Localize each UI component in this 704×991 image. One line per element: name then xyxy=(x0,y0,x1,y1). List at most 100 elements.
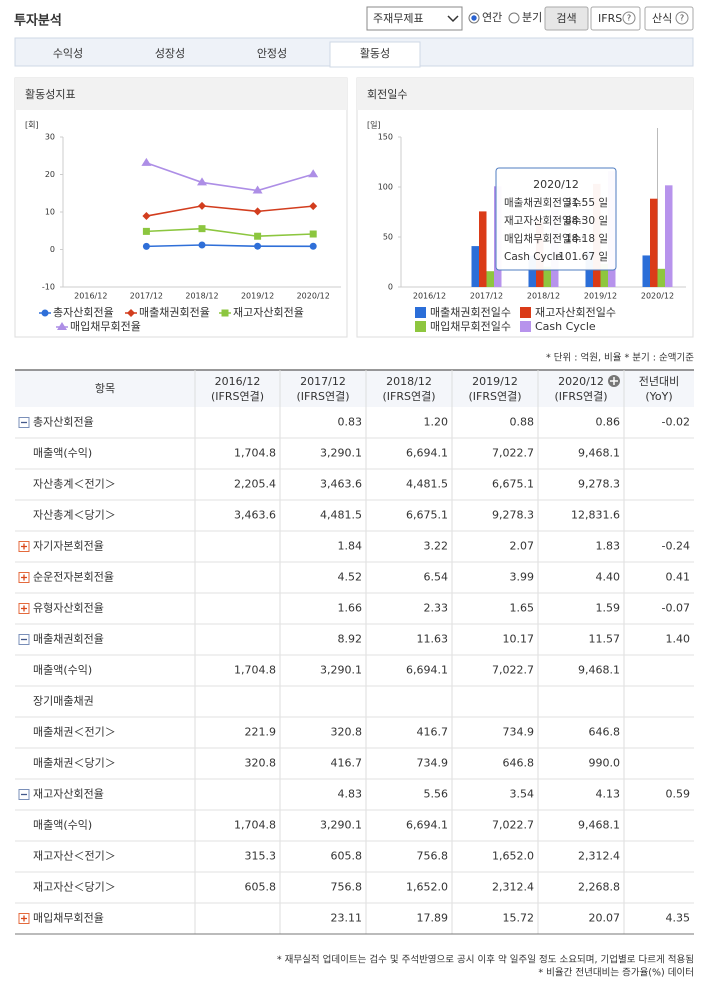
cell: 9,468.1 xyxy=(578,447,620,460)
select-arrow xyxy=(447,15,459,23)
legend-label: 매출채권회전율 xyxy=(139,306,210,319)
tooltip-label: 재고자산회전일수: xyxy=(504,214,585,227)
column-header: 항목 xyxy=(95,382,115,395)
cell: -0.07 xyxy=(662,602,690,615)
radio[interactable] xyxy=(508,12,520,24)
active-tab[interactable] xyxy=(329,41,421,68)
select-value: 주재무제표 xyxy=(373,12,424,25)
tab[interactable]: 성장성 xyxy=(155,47,185,60)
row-label: 자산총계＜전기＞ xyxy=(33,478,116,491)
cell: 2.07 xyxy=(510,540,535,553)
help-mark: ? xyxy=(627,14,631,23)
button[interactable] xyxy=(544,6,589,31)
x-tick-label: 2017/12 xyxy=(470,292,503,301)
marker xyxy=(221,309,229,317)
bar xyxy=(471,246,479,287)
series-line xyxy=(146,162,314,192)
tooltip-label: Cash Cycle xyxy=(504,251,562,263)
cell: 8.92 xyxy=(338,633,363,646)
y-tick-label: 20 xyxy=(45,170,55,179)
row-label: 장기매출채권 xyxy=(33,695,94,708)
legend-label: 재고자산회전율 xyxy=(233,306,304,319)
column-header: 전년대비 xyxy=(639,375,679,388)
cell: 6,675.1 xyxy=(492,478,534,491)
add-icon-mark xyxy=(610,377,618,385)
x-tick-label: 2019/12 xyxy=(584,292,617,301)
radio-dot xyxy=(471,15,477,21)
cell: 7,022.7 xyxy=(492,447,534,460)
bar xyxy=(665,185,673,287)
notes: * 단위 : 억원, 비율 * 분기 : 순액기준 xyxy=(546,352,694,364)
toggle-mark xyxy=(21,543,27,550)
cell: 6.54 xyxy=(424,571,449,584)
cell: 416.7 xyxy=(331,757,363,770)
cell: 4.40 xyxy=(596,571,621,584)
cell: 221.9 xyxy=(245,726,277,739)
row-label: 자산총계＜당기＞ xyxy=(33,509,116,522)
marker xyxy=(252,185,263,194)
row-label: 재고자산＜당기＞ xyxy=(33,881,116,894)
bar xyxy=(642,255,650,287)
row-label: 매출채권＜전기＞ xyxy=(33,726,116,739)
cell: 9,278.3 xyxy=(578,478,620,491)
cell: 0.86 xyxy=(596,416,621,429)
cell: 3.99 xyxy=(510,571,535,584)
cell: 0.88 xyxy=(510,416,535,429)
y-unit: [회] xyxy=(25,121,39,130)
cell: 23.11 xyxy=(331,912,363,925)
tab[interactable]: 수익성 xyxy=(53,47,83,60)
series-line xyxy=(146,227,314,238)
cell: 9,468.1 xyxy=(578,819,620,832)
cell: 2,268.8 xyxy=(578,881,620,894)
column-header: (IFRS연결) xyxy=(468,390,521,403)
cell: 734.9 xyxy=(503,726,535,739)
cell: 6,675.1 xyxy=(406,509,448,522)
cell: 1.59 xyxy=(596,602,621,615)
marker xyxy=(142,242,150,250)
cell: 4.13 xyxy=(596,788,621,801)
tooltip-value: :101.67 일 xyxy=(555,250,608,263)
cell: 1.20 xyxy=(424,416,449,429)
button-label: 검색 xyxy=(556,12,576,25)
tab[interactable]: 활동성 xyxy=(360,46,390,60)
panel-header xyxy=(15,78,347,110)
column-header: (IFRS연결) xyxy=(296,390,349,403)
marker xyxy=(57,322,67,330)
cell: 2,312.4 xyxy=(578,850,620,863)
cell: 416.7 xyxy=(417,726,449,739)
cell: 1.84 xyxy=(338,540,363,553)
tooltip-value: 18.18 일 xyxy=(565,232,608,245)
tab[interactable]: 안정성 xyxy=(257,47,287,60)
bar xyxy=(543,266,551,287)
select[interactable] xyxy=(366,6,463,31)
cell: 646.8 xyxy=(503,757,535,770)
cell: 1,704.8 xyxy=(234,447,276,460)
row-label: 매출액(수익) xyxy=(33,819,92,832)
y-tick-label: 30 xyxy=(45,133,55,142)
cell: 3.54 xyxy=(510,788,535,801)
y-tick-label: 100 xyxy=(378,183,393,192)
marker xyxy=(309,202,318,211)
legend-label: Cash Cycle xyxy=(535,320,596,333)
bar xyxy=(600,263,608,287)
cell: 320.8 xyxy=(245,757,277,770)
toggle-mark xyxy=(21,915,27,922)
column-header: 2016/12 xyxy=(215,375,261,388)
x-tick-label: 2019/12 xyxy=(241,292,274,301)
cell: 1.83 xyxy=(596,540,621,553)
table-header xyxy=(15,370,694,407)
row-label: 매출액(수익) xyxy=(33,664,92,677)
cell: 3,290.1 xyxy=(320,664,362,677)
cell: 9,468.1 xyxy=(578,664,620,677)
marker xyxy=(309,230,317,238)
cell: 3,463.6 xyxy=(234,509,276,522)
radio-label: 연간 xyxy=(482,11,502,24)
row-label: 매출채권회전율 xyxy=(33,633,104,646)
toggle-mark xyxy=(21,574,27,581)
x-tick-label: 2016/12 xyxy=(413,292,446,301)
y-tick-label: 50 xyxy=(383,233,393,242)
marker xyxy=(198,225,206,233)
column-header: 2020/12 xyxy=(558,375,604,388)
cell: 320.8 xyxy=(331,726,363,739)
